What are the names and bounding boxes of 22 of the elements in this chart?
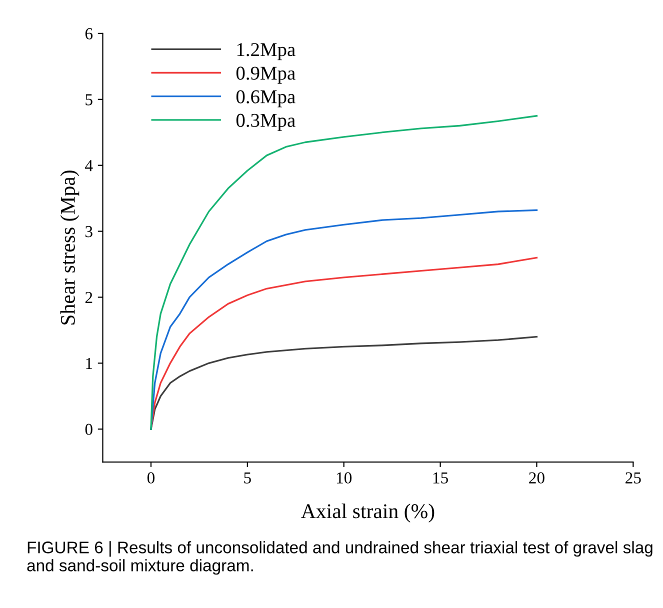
y-tick-label: 1 [86,358,92,369]
legend-label: 1.2Mpa [237,43,296,60]
x-tick-label: 10 [336,472,352,484]
x-tick-label: 20 [529,472,544,484]
legend-label: 0.9Mpa [236,66,296,84]
line-series [150,115,538,430]
x-axis-title: Axial strain (%) [301,504,434,522]
y-tick-label: 3 [86,226,92,238]
line-series [150,336,538,430]
legend-label: 0.3Mpa [236,114,296,131]
y-tick-label: 6 [85,28,93,40]
y-tick-label: 4 [85,160,93,172]
x-tick-label: 0 [147,472,155,484]
caption: FIGURE 6 | Results of unconsolidated and undrained shear triaxial test of gravel slag and sand-soil mixture diagram. [27,541,652,575]
y-tick-label: 0 [85,424,92,436]
x-tick-label: 15 [433,472,448,484]
y-tick-label: 5 [86,94,92,106]
legend-label: 0.6Mpa [236,90,296,108]
x-tick-label: 25 [626,472,641,484]
y-axis-title: Shear stress (Mpa) [60,170,80,324]
y-tick-label: 2 [85,292,92,303]
x-tick-label: 5 [244,472,251,484]
